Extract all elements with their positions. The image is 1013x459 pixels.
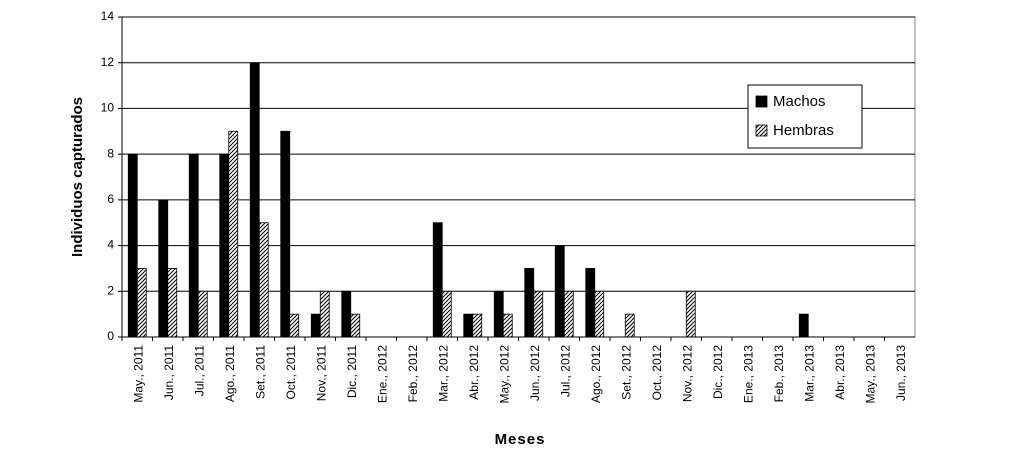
x-tick-label: Nov., 2011 — [314, 345, 328, 402]
plot-frame — [121, 16, 916, 338]
bar — [432, 222, 443, 338]
bar — [136, 268, 147, 338]
bar — [441, 290, 452, 338]
x-tick-label: Ago., 2011 — [223, 345, 237, 402]
x-tick-label: Set., 2012 — [619, 345, 633, 400]
x-tick-label: Feb., 2012 — [406, 345, 420, 403]
bar — [167, 268, 178, 338]
x-tick-label: Dic., 2012 — [711, 345, 725, 399]
bar — [289, 313, 300, 338]
x-tick-label: Abr., 2013 — [833, 345, 847, 400]
y-tick-label: 8 — [107, 146, 114, 160]
bar — [594, 290, 605, 338]
bar — [319, 290, 330, 338]
x-tick-label: Abr., 2012 — [467, 345, 481, 400]
bar — [502, 313, 513, 338]
bar — [463, 313, 474, 338]
x-tick-label: Oct., 2012 — [650, 345, 664, 401]
x-tick-label: Jun., 2011 — [162, 345, 176, 400]
bar — [219, 153, 230, 338]
x-tick-label: May., 2013 — [863, 345, 877, 404]
bar — [188, 153, 199, 338]
legend-label: Hembras — [773, 122, 834, 139]
x-tick-label: Dic., 2011 — [345, 345, 359, 398]
y-tick-label: 12 — [101, 55, 115, 69]
x-tick-label: Ene., 2013 — [741, 345, 755, 403]
x-tick-label: Feb., 2013 — [772, 345, 786, 403]
y-tick-label: 10 — [101, 101, 115, 115]
x-axis-title: Meses — [495, 431, 546, 448]
y-tick-label: 6 — [107, 192, 114, 206]
bar — [524, 268, 535, 338]
bar — [258, 222, 269, 338]
bar — [472, 313, 483, 338]
legend-swatch — [755, 95, 768, 108]
bar — [563, 290, 574, 338]
x-tick-label: Ene., 2012 — [375, 345, 389, 403]
bar — [310, 313, 321, 338]
x-tick-label: Mar., 2012 — [436, 345, 450, 402]
y-tick-label: 0 — [107, 329, 114, 343]
y-tick-label: 2 — [107, 283, 114, 297]
x-tick-label: Jul., 2011 — [192, 345, 206, 396]
bar — [533, 290, 544, 338]
x-tick-label: Set., 2011 — [253, 345, 267, 399]
bar — [197, 290, 208, 338]
x-tick-label: Jul., 2012 — [558, 345, 572, 397]
bar — [127, 153, 138, 338]
y-tick-label: 14 — [101, 9, 115, 23]
x-tick-label: Mar., 2013 — [802, 345, 816, 402]
x-tick-label: Jun., 2012 — [528, 345, 542, 401]
legend-box — [747, 84, 863, 149]
legend-swatch — [755, 124, 768, 137]
bar — [249, 62, 260, 338]
y-axis-title: Individuos capturados — [69, 97, 86, 257]
x-tick-label: May., 2012 — [497, 345, 511, 404]
x-tick-label: May., 2011 — [131, 345, 145, 403]
bar — [228, 130, 239, 338]
bar — [585, 268, 596, 338]
x-tick-label: Ago., 2012 — [589, 345, 603, 403]
x-tick-label: Nov., 2012 — [680, 345, 694, 402]
x-tick-label: Jun., 2013 — [894, 345, 908, 401]
bar — [685, 290, 696, 338]
bar — [798, 313, 809, 338]
bar — [554, 245, 565, 338]
bar — [493, 290, 504, 338]
bar — [158, 199, 169, 338]
bar — [341, 290, 352, 338]
bar — [624, 313, 635, 338]
legend-label: Machos — [773, 93, 826, 110]
y-tick-label: 4 — [107, 238, 114, 252]
bar — [350, 313, 361, 338]
x-tick-label: Oct., 2011 — [284, 345, 298, 400]
bar — [280, 130, 291, 338]
